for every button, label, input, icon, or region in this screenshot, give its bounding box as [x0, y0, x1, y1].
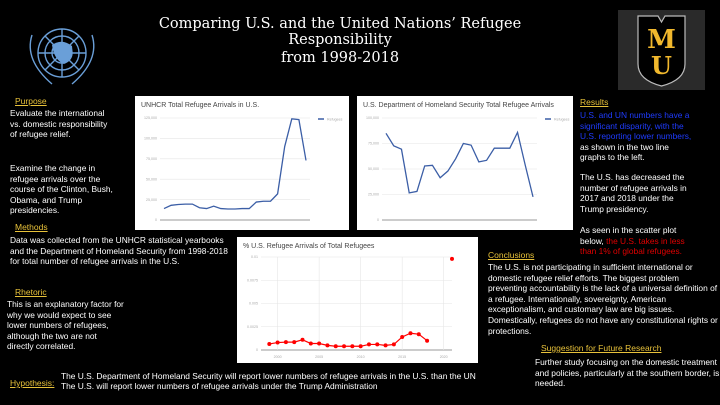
data-point-2012: [375, 342, 380, 347]
data-point-2011: [366, 342, 371, 347]
data-point-2000: [275, 340, 280, 345]
y-tick-label: 125,000: [144, 116, 157, 120]
results-text-3-start: As seen in the scatter plot below,: [580, 225, 677, 246]
results-heading: Results: [580, 97, 609, 107]
purpose-text-1: Evaluate the international vs. domestic …: [10, 108, 108, 140]
series-line-refugees: [385, 130, 534, 198]
data-point-2007: [333, 344, 338, 349]
y-tick-label: 75,000: [368, 142, 379, 146]
y-tick-label: 0: [377, 218, 379, 222]
results-text-1: U.S. and UN numbers have a significant d…: [580, 110, 695, 163]
series-line-refugees: [163, 118, 307, 210]
methods-heading: Methods: [15, 222, 48, 232]
future-research-text: Further study focusing on the domestic t…: [535, 357, 720, 389]
data-point-2016: [408, 331, 413, 336]
x-tick-label: 2005: [315, 355, 323, 359]
methods-text: Data was collected from the UNHCR statis…: [10, 235, 228, 267]
x-tick-label: 2000: [274, 355, 282, 359]
future-research-heading: Suggestion for Future Research: [541, 343, 662, 353]
data-point-2021: [450, 256, 454, 261]
y-tick-label: 0: [155, 218, 157, 222]
hypothesis-line-1: The U.S. Department of Homeland Security…: [61, 371, 476, 381]
y-tick-label: 0.0075: [247, 278, 258, 282]
chart-title: % U.S. Refugee Arrivals of Total Refugee…: [243, 243, 375, 250]
y-tick-label: 50,000: [368, 167, 379, 171]
results-highlight-blue: U.S. and UN numbers have a significant d…: [580, 110, 692, 142]
svg-text:M: M: [647, 25, 676, 55]
un-emblem-logo: [22, 20, 102, 90]
results-text-1-rest: as shown in the two line graphs to the l…: [580, 141, 669, 163]
data-point-2003: [300, 337, 305, 342]
y-tick-label: 100,000: [144, 137, 157, 141]
poster-title-line2: from 1998-2018: [280, 50, 400, 66]
y-tick-label: 75,000: [146, 157, 157, 161]
unhcr-line-chart: UNHCR Total Refugee Arrivals in U.S. 0 25,…: [135, 96, 349, 230]
x-tick-label: 2010: [357, 355, 365, 359]
results-highlight-red: the U.S. takes in less than 1% of global…: [580, 235, 685, 257]
chart-title: UNHCR Total Refugee Arrivals in U.S.: [141, 102, 259, 109]
conclusions-heading: Conclusions: [488, 250, 535, 260]
data-point-1999: [267, 341, 272, 346]
svg-text:U: U: [651, 51, 672, 80]
legend-label: Refugees: [554, 117, 570, 121]
purpose-text-2: Examine the change in refugee arrivals o…: [10, 163, 113, 216]
dhs-line-chart: U.S. Department of Homeland Security Tot…: [357, 96, 573, 230]
y-tick-label: 100,000: [366, 116, 379, 120]
data-point-2017: [416, 332, 421, 337]
results-text-2: The U.S. has decreased the number of ref…: [580, 172, 687, 214]
legend-label: Refugees: [327, 117, 343, 121]
data-point-2004: [308, 341, 313, 346]
rhetoric-text: This is an explanatory factor for why we…: [7, 299, 124, 352]
mu-logo: M U: [618, 10, 705, 90]
x-tick-label: 2020: [440, 355, 448, 359]
hypothesis-heading: Hypothesis:: [10, 378, 55, 388]
y-tick-label: 0.01: [251, 255, 258, 259]
y-tick-label: 25,000: [146, 198, 157, 202]
hypothesis-line-2: The U.S. will report lower numbers of re…: [61, 381, 378, 391]
chart-title: U.S. Department of Homeland Security Tot…: [363, 102, 554, 109]
rhetoric-heading: Rhetoric: [15, 287, 47, 297]
y-tick-label: 50,000: [146, 177, 157, 181]
data-point-2010: [358, 344, 363, 349]
data-point-2002: [292, 340, 297, 345]
y-tick-label: 25,000: [368, 193, 379, 197]
data-point-2014: [391, 342, 396, 347]
data-point-2018: [425, 338, 430, 343]
y-tick-label: 0: [256, 348, 258, 352]
x-tick-label: 2015: [398, 355, 406, 359]
series-line: [269, 332, 428, 347]
purpose-heading: Purpose: [15, 96, 47, 106]
data-point-2001: [283, 340, 288, 345]
data-point-2015: [400, 334, 405, 339]
y-tick-label: 0.0025: [247, 325, 258, 329]
y-tick-label: 0.005: [249, 302, 258, 306]
results-text-3: As seen in the scatter plot below, the U…: [580, 225, 695, 257]
data-point-2013: [383, 343, 388, 348]
percent-scatter-chart: % U.S. Refugee Arrivals of Total Refugee…: [237, 237, 478, 363]
conclusions-text: The U.S. is not participating in suffici…: [488, 262, 718, 336]
data-point-2009: [350, 344, 355, 349]
data-point-2006: [325, 343, 330, 348]
poster-title-line1: Comparing U.S. and the United Nations’ R…: [158, 16, 522, 48]
data-point-2008: [342, 344, 347, 349]
data-point-2005: [317, 341, 322, 346]
